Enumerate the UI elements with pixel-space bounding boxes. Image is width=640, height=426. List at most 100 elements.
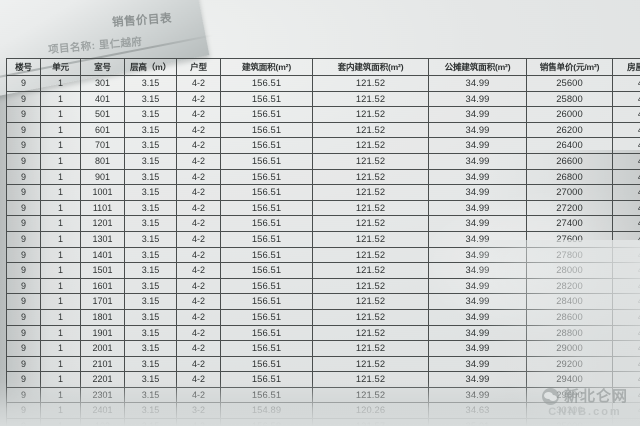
cell-unit: 1 (40, 262, 81, 279)
cell-build-area: 154.89 (220, 402, 313, 420)
cell-build-area: 156.51 (220, 324, 313, 342)
cell-build-area: 156.51 (220, 90, 313, 108)
cell-shared-area: 34.99 (428, 386, 527, 404)
cell-floor-height: 3.15 (124, 106, 177, 123)
cell-shared-area: 35.01 (428, 418, 527, 426)
cell-unit-price: 26000 (526, 106, 613, 123)
cell-unit-price: 27000 (526, 184, 613, 201)
cell-building: 9 (6, 121, 41, 139)
cell-unit: 1 (40, 308, 81, 326)
cell-layout: 4-2 (176, 75, 221, 92)
cell-building: 9 (6, 168, 41, 186)
cell-room: 2001 (80, 340, 125, 357)
cell-floor-height: 3.15 (124, 215, 177, 232)
cell-total-price: 4194468 (612, 168, 640, 186)
cell-room: 1701 (80, 293, 125, 310)
cell-unit-price: 26200 (526, 121, 613, 139)
cell-shared-area: 34.99 (428, 75, 527, 92)
cell-shared-area: 34.99 (428, 199, 527, 217)
cell-build-area: 156.51 (220, 168, 313, 186)
cell-total-price: 4319676 (612, 230, 640, 248)
cell-floor-height: 3.15 (124, 90, 177, 108)
cell-inner-area: 121.52 (312, 75, 429, 92)
cell-building: 9 (6, 262, 41, 279)
cell-building: 9 (6, 199, 41, 217)
cell-floor-height: 3.15 (124, 293, 177, 310)
cell-building: 9 (6, 277, 41, 295)
cell-layout: 4-2 (176, 293, 221, 310)
table-row: 9117013.154-2156.51121.5234.992840044448… (6, 293, 640, 310)
cell-building: 9 (6, 215, 41, 232)
cell-unit: 1 (40, 184, 81, 201)
cell-room: 501 (80, 106, 125, 123)
cell-floor-height: 3.15 (124, 121, 177, 139)
cell-inner-area: 121.57 (312, 418, 429, 426)
cell-floor-height: 3.15 (124, 168, 177, 186)
cell-building: 9 (6, 324, 41, 342)
cell-layout: 4-2 (176, 386, 221, 404)
cell-shared-area: 34.99 (428, 215, 527, 232)
cell-inner-area: 121.52 (312, 308, 429, 326)
cell-inner-area: 121.52 (312, 262, 429, 279)
cell-unit-price: 28600 (526, 308, 613, 326)
cell-unit-price: 29400 (526, 371, 613, 388)
cell-unit: 1 (40, 168, 81, 186)
cell-unit: 1 (40, 152, 81, 170)
cell-total-price: 4163166 (612, 152, 640, 170)
cell-total-price: 4225770 (612, 184, 640, 201)
cell-floor-height: 3.15 (124, 184, 177, 201)
column-header-building: 楼号 (6, 58, 41, 76)
cell-unit: 1 (40, 230, 81, 248)
cell-total-price: 4382280 (612, 262, 640, 279)
cell-building: 9 (6, 293, 41, 310)
cell-unit-price: 29600 (526, 386, 613, 404)
cell-floor-height: 3.15 (124, 246, 177, 264)
cell-build-area: 156.51 (220, 246, 313, 264)
cell-room: 2101 (80, 355, 125, 373)
table-row: 9124013.153-2154.89120.2634.633020046776… (6, 402, 640, 420)
table-row: 9115013.154-2156.51121.5234.992800043822… (6, 262, 640, 279)
cell-total-price: 4413582 (612, 277, 640, 295)
cell-unit-price: 28200 (526, 277, 613, 295)
cell-total-price: 4507488 (612, 324, 640, 342)
cell-inner-area: 121.52 (312, 386, 429, 404)
cell-build-area: 156.51 (220, 75, 313, 92)
cell-unit-price: 25600 (526, 75, 613, 92)
cell-building: 9 (6, 246, 41, 264)
cell-inner-area: 120.26 (312, 402, 429, 420)
cell-inner-area: 121.52 (312, 355, 429, 373)
cell-building: 9 (6, 340, 41, 357)
cell-shared-area: 34.99 (428, 262, 527, 279)
cell-shared-area: 34.99 (428, 324, 527, 342)
cell-unit: 1 (40, 106, 81, 123)
table-row: 9111013.154-2156.51121.5234.992720042570… (6, 199, 640, 217)
cell-floor-height: 3.15 (124, 355, 177, 373)
column-header-innerarea: 套内建筑面积(m²) (312, 58, 429, 76)
cell-floor-height: 3.15 (124, 75, 177, 92)
cell-shared-area: 34.99 (428, 184, 527, 201)
cell-layout: 4-2 (176, 121, 221, 139)
column-header-room: 室号 (80, 58, 125, 76)
cell-shared-area: 34.99 (428, 293, 527, 310)
cell-building: 9 (6, 418, 41, 426)
cell-room: 102 (80, 418, 125, 426)
cell-inner-area: 121.52 (312, 184, 429, 201)
cell-total-price: 4632696 (612, 386, 640, 404)
table-row: 919013.154-2156.51121.5234.9926800419446… (6, 168, 640, 186)
cell-building: 9 (6, 152, 41, 170)
cell-floor-height: 3.15 (124, 402, 177, 420)
cell-shared-area: 34.99 (428, 246, 527, 264)
column-header-sharedarea: 公摊建筑面积(m²) (428, 58, 527, 76)
cell-shared-area: 34.99 (428, 90, 527, 108)
column-header-floorheight: 层高（m） (124, 58, 177, 76)
cell-unit-price: 29000 (526, 340, 613, 357)
cell-layout: 4-2 (176, 215, 221, 232)
cell-floor-height: 3.15 (124, 199, 177, 217)
cell-inner-area: 121.52 (312, 90, 429, 108)
price-table-body: 913013.154-2156.51121.5234.9925600400665… (6, 75, 640, 426)
cell-inner-area: 121.52 (312, 168, 429, 186)
table-row: 914013.154-2156.51121.5234.9925800403795… (6, 90, 640, 108)
cell-unit: 1 (40, 293, 81, 310)
cell-unit-price: 27600 (526, 230, 613, 248)
column-header-unit: 单元 (40, 58, 81, 76)
